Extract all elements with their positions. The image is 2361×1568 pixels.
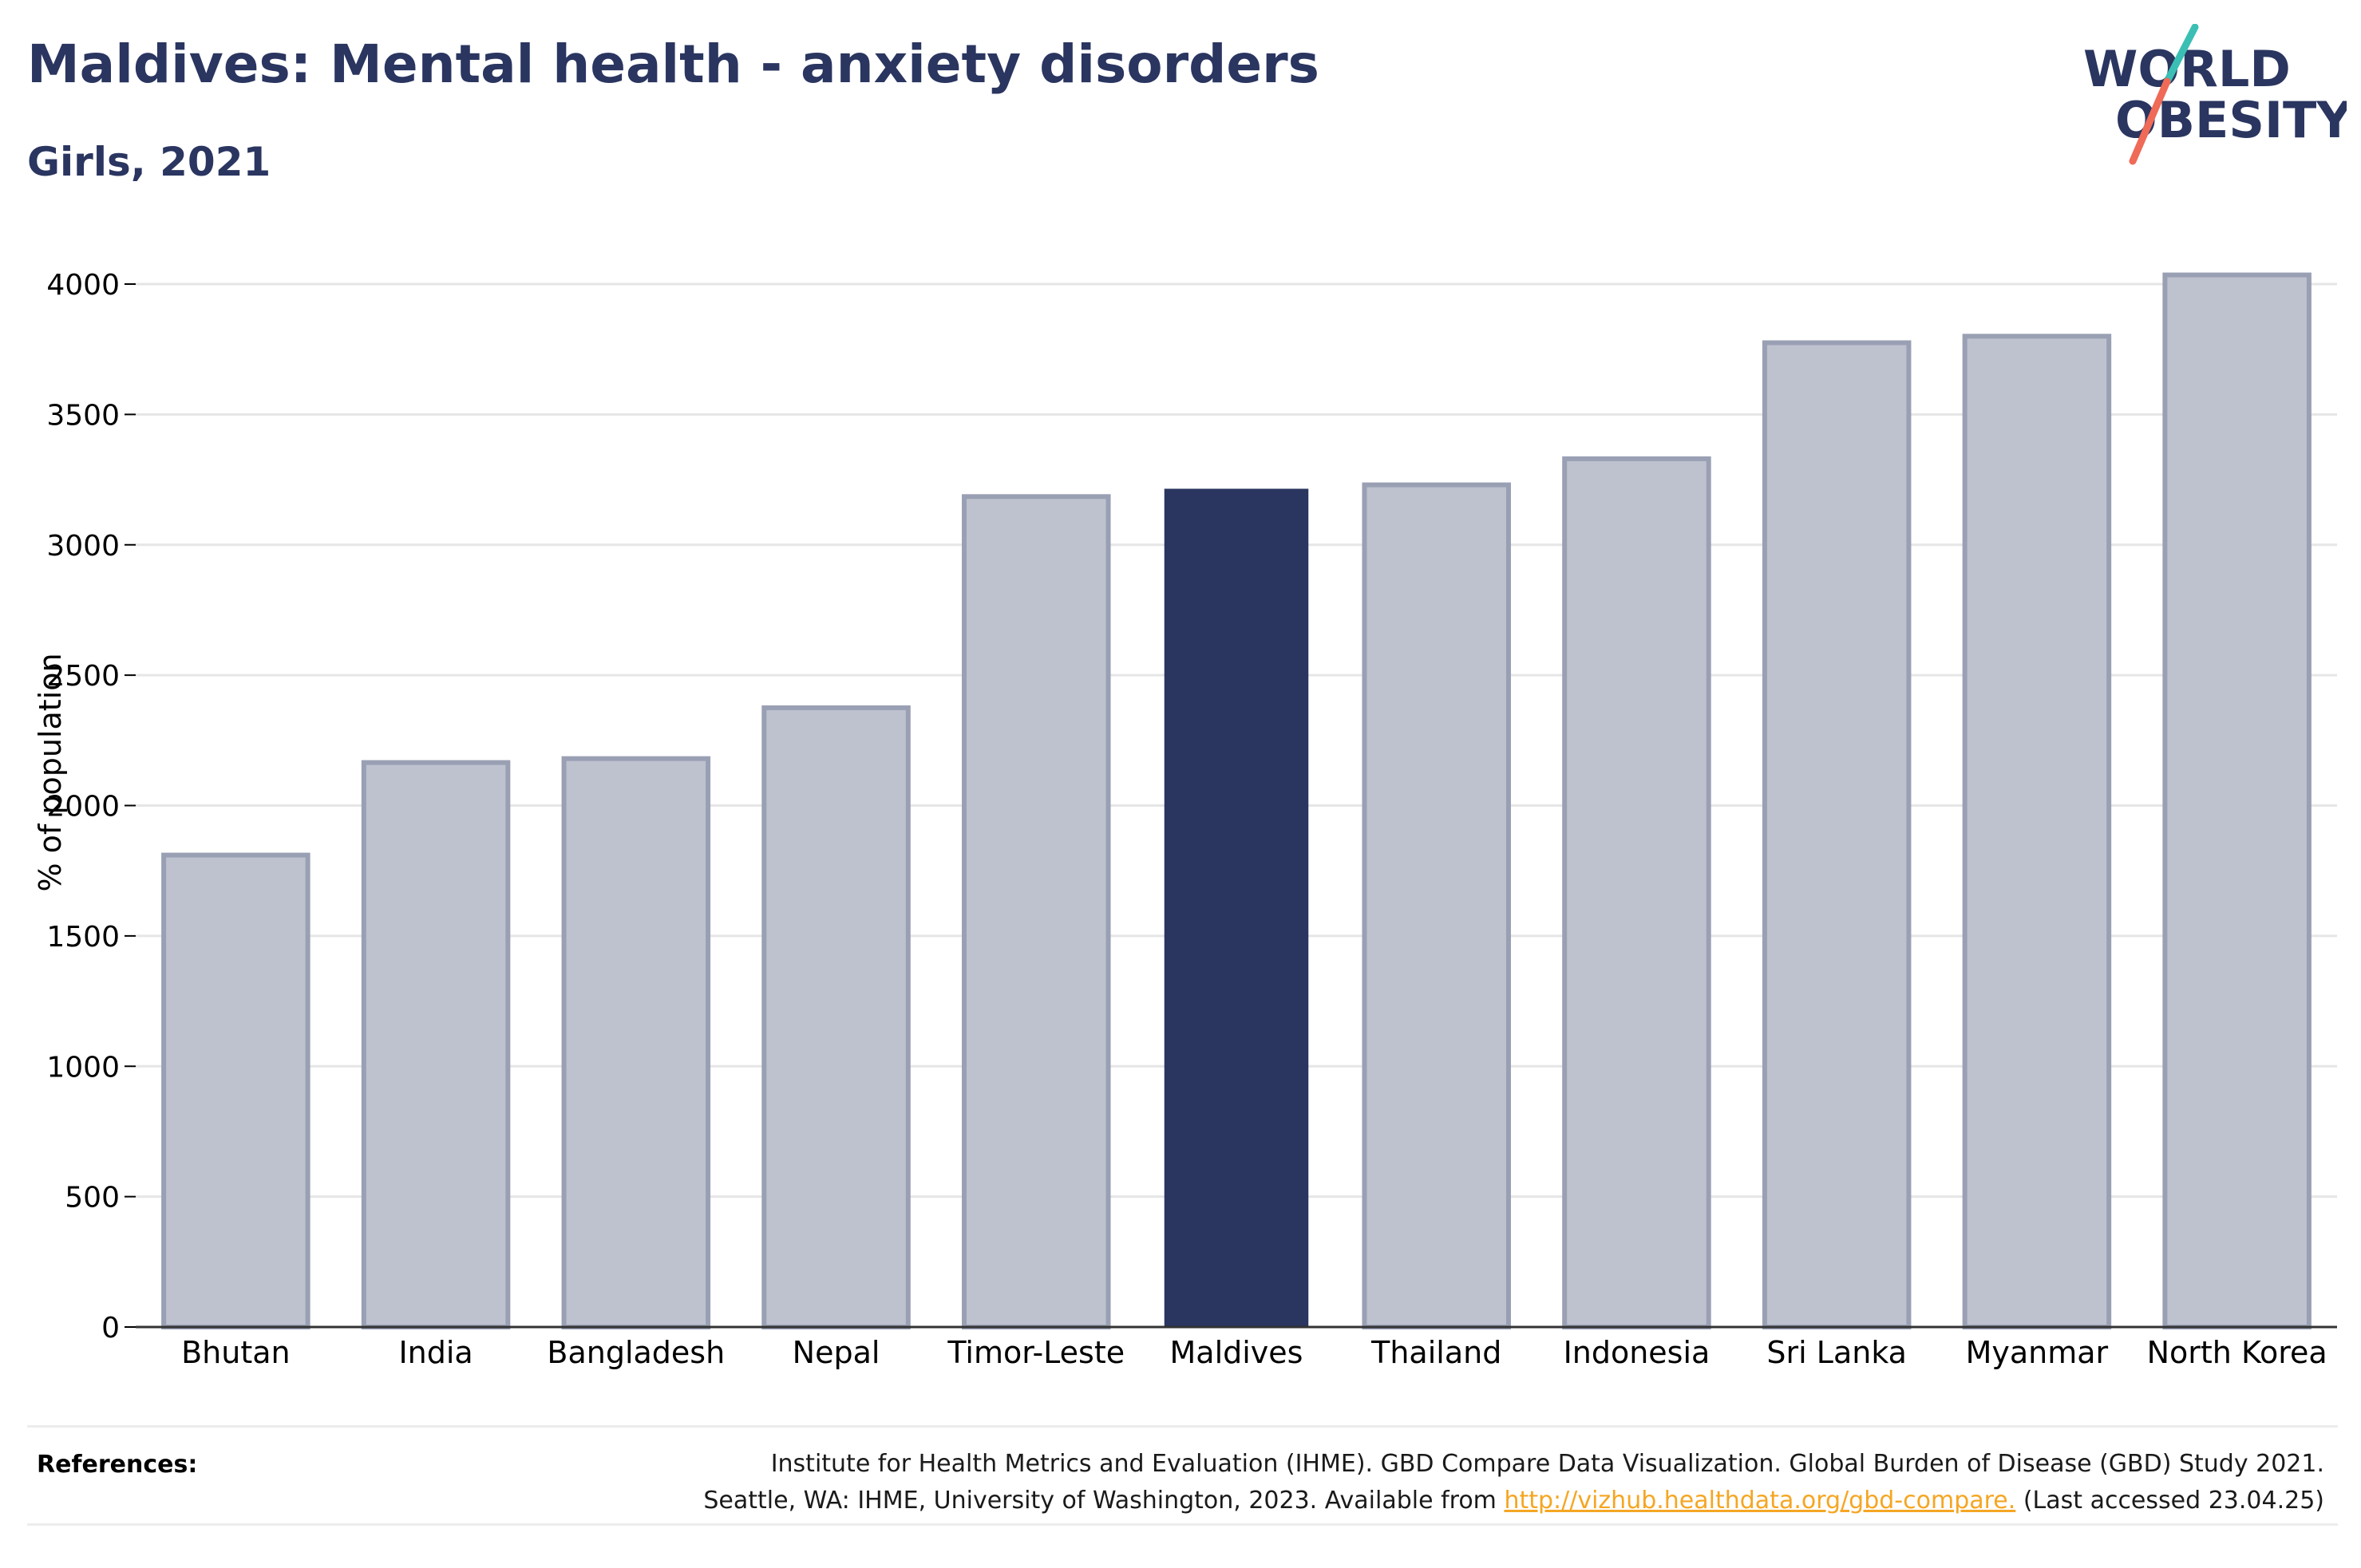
y-tick-label: 2000 bbox=[46, 791, 120, 823]
bar-chart: 0 500 1000 1500 2000 2500 3000 3500 4000 Bhutan In… bbox=[33, 269, 2337, 1370]
y-tick-label: 4000 bbox=[46, 269, 120, 302]
references-divider-bottom bbox=[27, 1523, 2338, 1526]
references-line2-suffix: (Last accessed 23.04.25) bbox=[2015, 1487, 2324, 1515]
y-tick-label: 2500 bbox=[46, 660, 120, 693]
y-tick-label: 0 bbox=[101, 1312, 120, 1345]
bar-sri-lanka[interactable] bbox=[1762, 340, 1912, 1329]
y-tick-label: 3500 bbox=[46, 399, 120, 432]
x-tick-label: North Korea bbox=[2147, 1335, 2327, 1370]
x-tick-label: Indonesia bbox=[1564, 1335, 1710, 1370]
bar-nepal[interactable] bbox=[761, 705, 911, 1329]
references-line2-prefix: Seattle, WA: IHME, University of Washing… bbox=[703, 1487, 1505, 1515]
bar-north-korea[interactable] bbox=[2162, 272, 2312, 1330]
y-tick-label: 3000 bbox=[46, 530, 120, 563]
bar-maldives[interactable] bbox=[1164, 488, 1309, 1327]
x-tick-label: Sri Lanka bbox=[1766, 1335, 1907, 1370]
x-tick-label: Timor-Leste bbox=[947, 1335, 1125, 1370]
chart-title: Maldives: Mental health - anxiety disord… bbox=[27, 34, 1319, 95]
bar-indonesia[interactable] bbox=[1562, 456, 1711, 1329]
y-tick-label: 1000 bbox=[46, 1051, 120, 1084]
bar-thailand[interactable] bbox=[1362, 482, 1511, 1329]
x-tick-label: Bangladesh bbox=[547, 1335, 725, 1370]
references-divider-top bbox=[27, 1425, 2338, 1428]
x-tick-label: Thailand bbox=[1370, 1335, 1501, 1370]
bar-myanmar[interactable] bbox=[1962, 334, 2112, 1330]
y-axis-label: % of population bbox=[33, 653, 68, 891]
references-line1: Institute for Health Metrics and Evaluat… bbox=[770, 1450, 2324, 1478]
y-tick-label: 1500 bbox=[46, 921, 120, 954]
bar-timor-leste[interactable] bbox=[962, 494, 1111, 1329]
x-tick-label: Maldives bbox=[1170, 1335, 1303, 1370]
x-tick-label: Bhutan bbox=[181, 1335, 291, 1370]
chart-subtitle: Girls, 2021 bbox=[27, 139, 271, 185]
x-tick-label: India bbox=[398, 1335, 473, 1370]
y-tick-label: 500 bbox=[65, 1182, 120, 1215]
references-text: Institute for Health Metrics and Evaluat… bbox=[488, 1446, 2324, 1519]
logo-slash-teal bbox=[2163, 24, 2199, 85]
bar-bhutan[interactable] bbox=[161, 852, 310, 1329]
x-tick-label: Myanmar bbox=[1966, 1335, 2109, 1370]
bars bbox=[161, 272, 2312, 1330]
bar-bangladesh[interactable] bbox=[561, 756, 711, 1329]
references-label: References: bbox=[37, 1451, 198, 1479]
references-link[interactable]: http://vizhub.healthdata.org/gbd-compare… bbox=[1504, 1487, 2016, 1515]
x-tick-label: Nepal bbox=[793, 1335, 880, 1370]
bar-india[interactable] bbox=[361, 760, 511, 1329]
references-line2: Seattle, WA: IHME, University of Washing… bbox=[488, 1483, 2324, 1519]
logo-slash-coral bbox=[2129, 77, 2171, 165]
axes: 0 500 1000 1500 2000 2500 3000 3500 4000 Bhutan In… bbox=[46, 269, 2337, 1370]
world-obesity-logo: WORLD OBESITY bbox=[2083, 24, 2347, 165]
